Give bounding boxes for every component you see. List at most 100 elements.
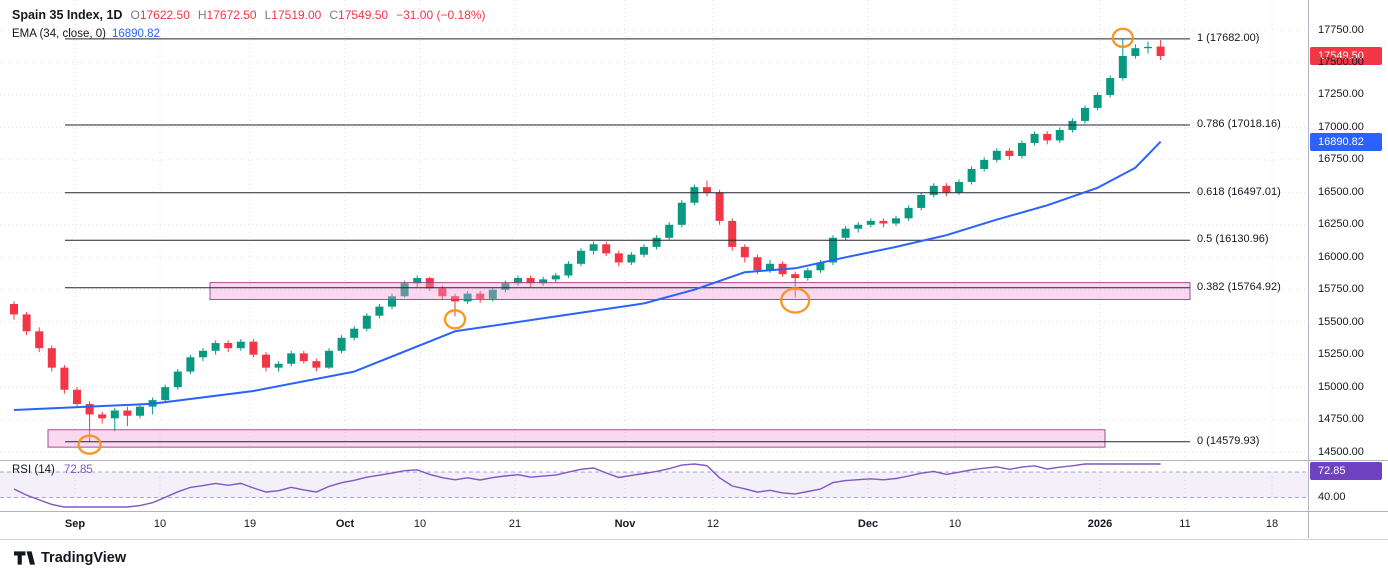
rsi-indicator-label[interactable]: RSI (14) — [12, 464, 55, 476]
candle[interactable] — [879, 218, 888, 228]
candle[interactable] — [22, 311, 31, 336]
candle-body — [690, 187, 699, 203]
candle[interactable] — [47, 345, 56, 372]
candle[interactable] — [526, 275, 535, 288]
candle[interactable] — [577, 248, 585, 267]
rsi-line[interactable] — [13, 463, 1161, 508]
candle[interactable] — [362, 313, 371, 332]
candle[interactable] — [249, 339, 258, 358]
highlight-circle[interactable] — [443, 309, 467, 330]
candle[interactable] — [10, 301, 18, 320]
candle[interactable] — [841, 226, 850, 241]
candle[interactable] — [73, 387, 81, 408]
lower-pink-zone[interactable] — [47, 429, 1106, 448]
candle[interactable] — [211, 340, 220, 355]
candle[interactable] — [564, 261, 573, 279]
candle[interactable] — [740, 244, 749, 263]
candle[interactable] — [173, 368, 182, 390]
candle[interactable] — [1118, 38, 1127, 81]
candle[interactable] — [98, 411, 107, 424]
candle[interactable] — [1043, 131, 1052, 145]
candle[interactable] — [123, 406, 132, 427]
candle[interactable] — [400, 280, 409, 298]
candle[interactable] — [287, 350, 296, 367]
candle[interactable] — [640, 244, 648, 258]
candle[interactable] — [539, 276, 548, 286]
candle[interactable] — [425, 276, 434, 292]
candle[interactable] — [1156, 40, 1165, 60]
candle[interactable] — [892, 215, 900, 227]
candle[interactable] — [1131, 44, 1140, 59]
candle[interactable] — [463, 291, 472, 305]
symbol-title[interactable]: Spain 35 Index, 1D — [12, 8, 123, 22]
ema-line[interactable] — [13, 141, 1162, 411]
candle[interactable] — [337, 335, 346, 354]
candle[interactable] — [413, 275, 422, 288]
candle[interactable] — [274, 361, 283, 372]
candle[interactable] — [677, 200, 686, 228]
candle[interactable] — [514, 275, 522, 286]
candle[interactable] — [791, 271, 800, 298]
candle[interactable] — [866, 218, 875, 228]
candle[interactable] — [1018, 140, 1026, 159]
candle[interactable] — [602, 241, 611, 256]
candle[interactable] — [992, 148, 1001, 163]
candle[interactable] — [136, 404, 144, 419]
candle[interactable] — [627, 252, 636, 266]
price-axis-scale[interactable]: 17549.50 16890.82 72.85 40.00 17750.00 17… — [1309, 0, 1388, 538]
candle[interactable] — [803, 267, 812, 281]
candle[interactable] — [917, 192, 926, 211]
candle[interactable] — [703, 180, 711, 197]
candle[interactable] — [614, 250, 623, 267]
candle[interactable] — [1055, 127, 1064, 143]
candle[interactable] — [728, 218, 737, 251]
candle[interactable] — [199, 348, 207, 362]
ema-indicator-label[interactable]: EMA (34, close, 0) — [12, 28, 106, 40]
candle-body — [829, 237, 837, 263]
candle[interactable] — [476, 291, 485, 303]
candle[interactable] — [186, 354, 195, 375]
candle-body — [22, 314, 31, 332]
candle[interactable] — [148, 397, 157, 415]
candle[interactable] — [589, 241, 598, 255]
candle[interactable] — [904, 205, 913, 221]
candle[interactable] — [929, 183, 938, 198]
candle[interactable] — [236, 339, 245, 351]
time-axis-scale[interactable]: Sep 10 19 Oct 10 21 Nov 12 Dec 10 2026 11 18 — [0, 512, 1308, 538]
candle[interactable] — [161, 384, 170, 403]
candle[interactable] — [388, 293, 396, 310]
candle[interactable] — [312, 358, 321, 372]
candle[interactable] — [551, 272, 560, 282]
candle[interactable] — [942, 183, 951, 197]
candle[interactable] — [715, 189, 724, 225]
candle[interactable] — [652, 235, 661, 250]
candle[interactable] — [854, 222, 863, 233]
candle[interactable] — [1030, 131, 1039, 146]
candle[interactable] — [451, 293, 459, 317]
candle[interactable] — [262, 352, 270, 372]
candle[interactable] — [980, 157, 989, 172]
candle[interactable] — [967, 166, 976, 185]
upper-pink-zone[interactable] — [209, 282, 1191, 300]
candle[interactable] — [1144, 41, 1152, 54]
candle[interactable] — [665, 222, 674, 241]
highlight-circle[interactable] — [77, 434, 102, 455]
candle[interactable] — [350, 326, 359, 341]
highlight-circle[interactable] — [780, 287, 811, 314]
candle-body — [652, 237, 661, 247]
candle[interactable] — [1093, 92, 1102, 111]
candle[interactable] — [690, 184, 699, 206]
candle[interactable] — [375, 304, 384, 319]
candle[interactable] — [1106, 75, 1115, 98]
tradingview-link[interactable]: TradingView — [14, 550, 126, 566]
candle[interactable] — [35, 327, 44, 353]
candle[interactable] — [60, 365, 69, 394]
candle[interactable] — [224, 340, 233, 353]
highlight-circle[interactable] — [1111, 27, 1135, 49]
candle[interactable] — [299, 350, 308, 364]
candle[interactable] — [325, 348, 333, 369]
candle[interactable] — [110, 407, 119, 432]
candle[interactable] — [1081, 105, 1089, 124]
candle[interactable] — [1005, 148, 1014, 160]
